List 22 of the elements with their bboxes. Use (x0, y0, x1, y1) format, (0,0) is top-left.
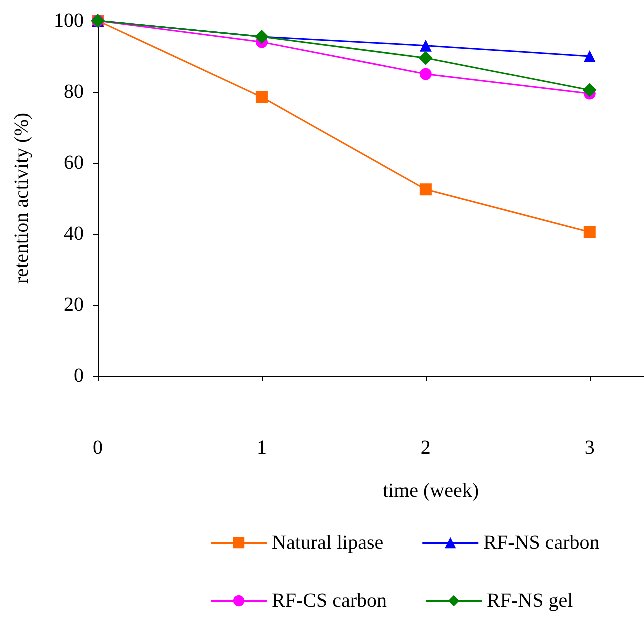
y-tick-label: 80 (64, 81, 84, 103)
x-tick-label: 2 (420, 437, 431, 459)
y-tick-label: 100 (54, 10, 84, 32)
y-tick-label: 20 (64, 294, 84, 316)
x-tick-label: 3 (584, 437, 595, 459)
legend-label: RF-NS gel (487, 590, 574, 612)
x-tick-label: 0 (93, 437, 103, 459)
point (418, 51, 433, 66)
x-axis-title: time (week) (382, 480, 480, 502)
y-tick-label: 40 (64, 223, 84, 245)
legend-label: RF-NS carbon (484, 532, 600, 554)
point (420, 184, 432, 196)
point (256, 91, 268, 104)
y-tick-label: 0 (74, 365, 84, 387)
y-axis-title: retention activity (%) (11, 112, 33, 284)
point (584, 226, 596, 238)
legend-label: RF-CS carbon (272, 590, 387, 612)
y-tick-label: 60 (64, 152, 84, 174)
legend-label: Natural lipase (272, 532, 384, 554)
point (420, 68, 432, 80)
point (582, 83, 597, 98)
x-tick-label: 1 (256, 437, 267, 459)
